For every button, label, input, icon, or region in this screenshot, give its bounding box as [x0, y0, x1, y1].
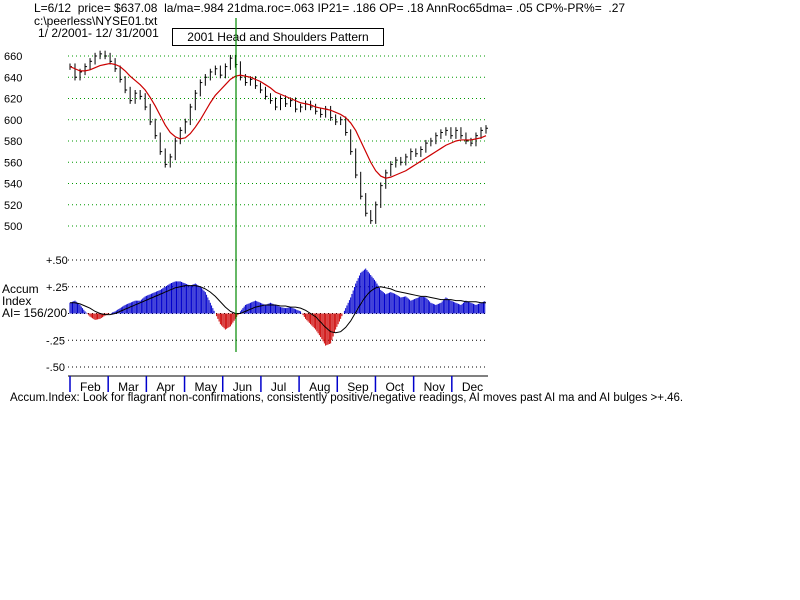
price-tick-label: 640 — [4, 72, 22, 84]
ai-y-axis: +.50 +.25 -.25 -.50 — [46, 255, 68, 374]
price-tick-label: 520 — [4, 200, 22, 212]
ai-label-index: Index — [2, 294, 32, 308]
header-date-range: 1/ 2/2001- 12/ 31/2001 — [38, 26, 159, 40]
price-grid — [68, 55, 488, 227]
price-ma-line — [69, 62, 487, 179]
ai-label-accum: Accum — [2, 282, 39, 296]
ai-ma-line — [70, 285, 486, 334]
price-tick-label: 580 — [4, 136, 22, 148]
price-y-axis: 660 640 620 600 580 560 540 520 500 — [4, 51, 22, 233]
footer-note: Accum.Index: Look for flagrant non-confi… — [10, 392, 684, 404]
ai-label-value: AI= 156/200 — [2, 306, 68, 320]
month-label: Jul — [271, 380, 286, 394]
price-tick-label: 560 — [4, 157, 22, 169]
month-label: May — [195, 380, 218, 394]
month-axis: Feb Mar Apr May Jun Jul Aug Sep Oct Nov Dec — [69, 376, 483, 394]
header-file-path: c:\peerless\NYSE01.txt — [34, 14, 158, 28]
price-tick-label: 540 — [4, 179, 22, 191]
ai-tick-label: +.50 — [46, 255, 68, 267]
month-label: Jun — [233, 380, 252, 394]
price-tick-label: 500 — [4, 221, 22, 233]
month-label: Oct — [385, 380, 404, 394]
chart-title: 2001 Head and Shoulders Pattern — [172, 28, 384, 46]
price-tick-label: 660 — [4, 51, 22, 63]
price-bars — [69, 50, 488, 224]
ai-tick-label: -.25 — [46, 335, 65, 347]
month-label: Mar — [118, 380, 139, 394]
month-label: Dec — [462, 380, 483, 394]
price-tick-label: 620 — [4, 94, 22, 106]
ai-tick-label: +.25 — [46, 282, 68, 294]
month-label: Feb — [80, 380, 101, 394]
price-tick-label: 600 — [4, 115, 22, 127]
month-label: Nov — [424, 380, 445, 394]
ai-tick-label: -.50 — [46, 362, 65, 374]
ai-bars — [69, 268, 486, 346]
header-indicators: L=6/12 price= $637.08 la/ma=.984 21dma.r… — [34, 1, 626, 15]
month-label: Apr — [156, 380, 175, 394]
month-label: Sep — [347, 380, 369, 394]
month-label: Aug — [309, 380, 330, 394]
